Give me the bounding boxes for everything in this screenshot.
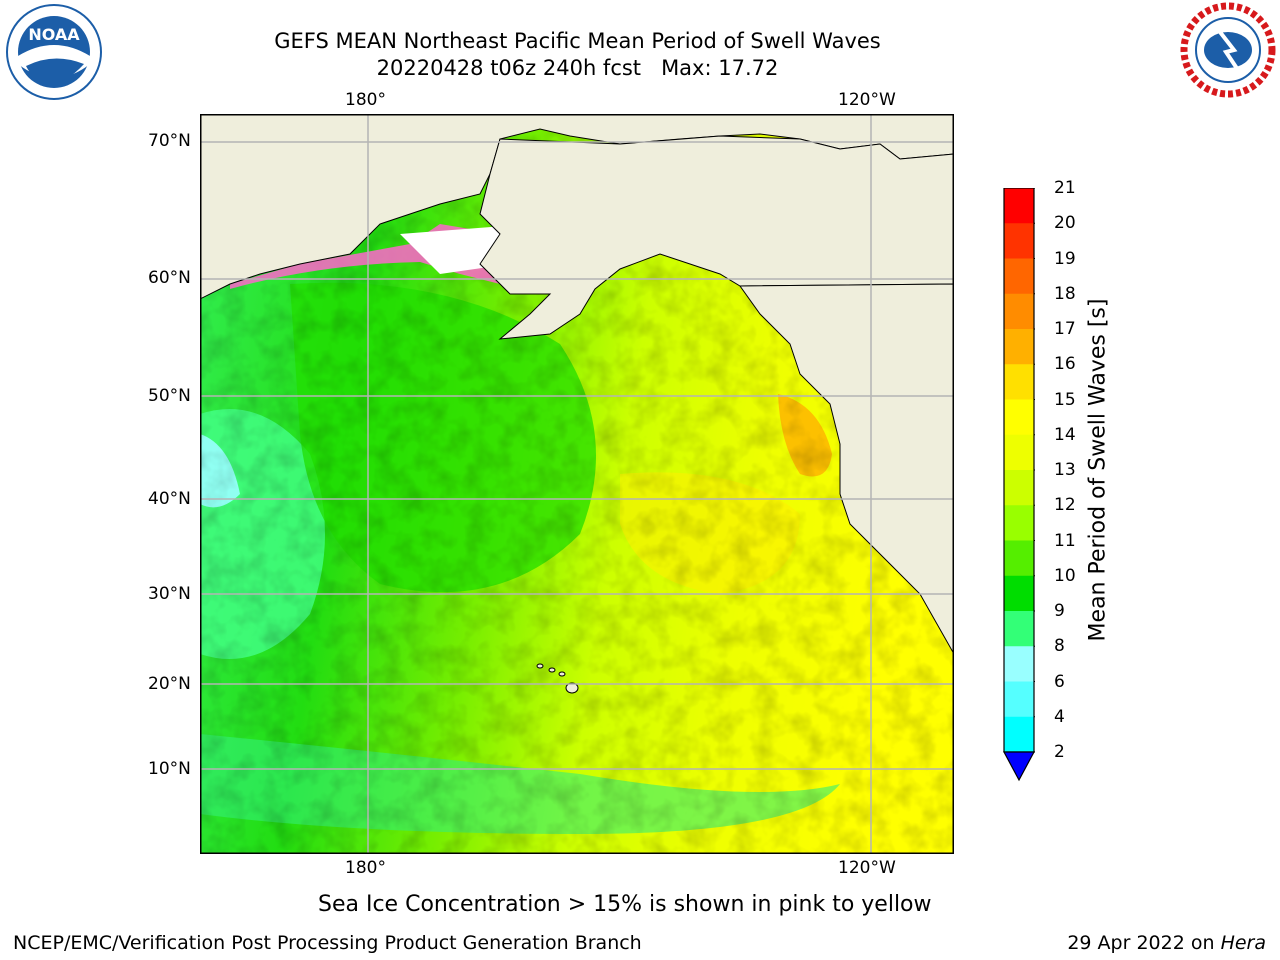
lon-tick-top-180: 180° (345, 90, 386, 110)
lat-tick-20n: 20°N (148, 674, 191, 694)
footer-date: 29 Apr 2022 on Hera (1067, 932, 1266, 954)
colorbar-band (1004, 293, 1034, 330)
colorbar-tick-label: 14 (1054, 424, 1076, 445)
colorbar-extend-arrow (1002, 751, 1036, 782)
noaa-logo-text: NOAA (28, 25, 80, 44)
colorbar-band (1004, 611, 1034, 647)
colorbar-band (1004, 258, 1034, 295)
colorbar-tick-label: 10 (1054, 565, 1076, 586)
footer-machine: Hera (1220, 932, 1266, 954)
colorbar-band (1004, 223, 1034, 259)
footer-date-text: 29 Apr 2022 on (1067, 932, 1215, 954)
lat-tick-50n: 50°N (148, 386, 191, 406)
colorbar-band (1004, 329, 1034, 365)
lat-tick-70n: 70°N (148, 131, 191, 151)
colorbar-tick-label: 20 (1054, 213, 1076, 234)
colorbar-tick-label: 16 (1054, 354, 1076, 375)
swell-period-map (200, 114, 954, 854)
colorbar-tick-label: 18 (1054, 283, 1076, 304)
lat-tick-10n: 10°N (148, 759, 191, 779)
colorbar (1002, 187, 1036, 792)
colorbar-tick-label: 11 (1054, 530, 1076, 551)
colorbar-band (1004, 575, 1034, 612)
colorbar-band (1004, 681, 1034, 718)
colorbar-tick-label: 17 (1054, 319, 1076, 339)
colorbar-tick-label: 19 (1054, 248, 1076, 269)
colorbar-band (1004, 434, 1034, 471)
colorbar-band (1004, 188, 1034, 224)
lat-tick-30n: 30°N (148, 584, 191, 604)
colorbar-tick-label: 6 (1054, 671, 1065, 692)
colorbar-band (1004, 399, 1034, 436)
colorbar-tick-label: 2 (1054, 742, 1065, 762)
colorbar-band (1004, 470, 1034, 506)
colorbar-tick-label: 21 (1054, 178, 1076, 198)
colorbar-tick-label: 15 (1054, 389, 1076, 410)
colorbar-band (1004, 540, 1034, 577)
sea-ice-caption: Sea Ice Concentration > 15% is shown in … (318, 892, 932, 917)
chart-title: GEFS MEAN Northeast Pacific Mean Period … (274, 29, 881, 53)
noaa-logo: NOAA (4, 4, 104, 100)
colorbar-band (1004, 646, 1034, 682)
chart-subtitle: 20220428 t06z 240h fcst Max: 17.72 (376, 56, 779, 80)
lon-tick-bottom-120w: 120°W (838, 858, 896, 878)
colorbar-label: Mean Period of Swell Waves [s] (1085, 298, 1111, 642)
colorbar-tick-label: 4 (1054, 706, 1065, 727)
lon-tick-top-120w: 120°W (838, 90, 896, 110)
colorbar-tick-label: 9 (1054, 601, 1065, 621)
colorbar-band (1004, 364, 1034, 400)
colorbar-tick-label: 8 (1054, 636, 1065, 657)
land-alaska (479, 135, 954, 340)
lon-tick-bottom-180: 180° (345, 858, 386, 878)
footer-credit: NCEP/EMC/Verification Post Processing Pr… (13, 932, 642, 954)
colorbar-tick-label: 12 (1054, 495, 1076, 516)
graticule (200, 114, 954, 854)
nws-logo (1178, 2, 1278, 98)
lat-tick-60n: 60°N (148, 268, 191, 288)
colorbar-band (1004, 505, 1034, 541)
lat-tick-40n: 40°N (148, 489, 191, 509)
colorbar-tick-label: 13 (1054, 460, 1076, 480)
land-hawaii (536, 663, 579, 694)
colorbar-band (1004, 716, 1034, 753)
map-border (200, 114, 954, 854)
